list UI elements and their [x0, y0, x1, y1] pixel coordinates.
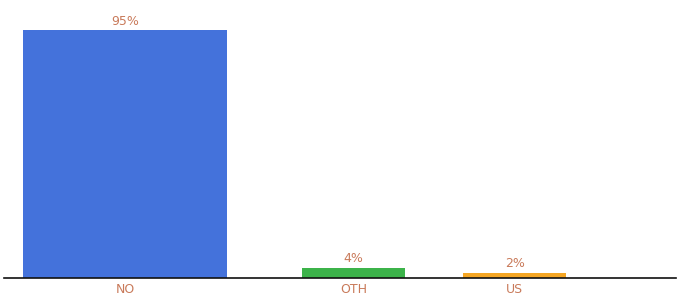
Bar — [463, 273, 566, 278]
Bar — [24, 30, 226, 278]
Bar — [302, 268, 405, 278]
Text: 95%: 95% — [111, 15, 139, 28]
Text: 2%: 2% — [505, 257, 524, 270]
Text: 4%: 4% — [343, 252, 363, 265]
